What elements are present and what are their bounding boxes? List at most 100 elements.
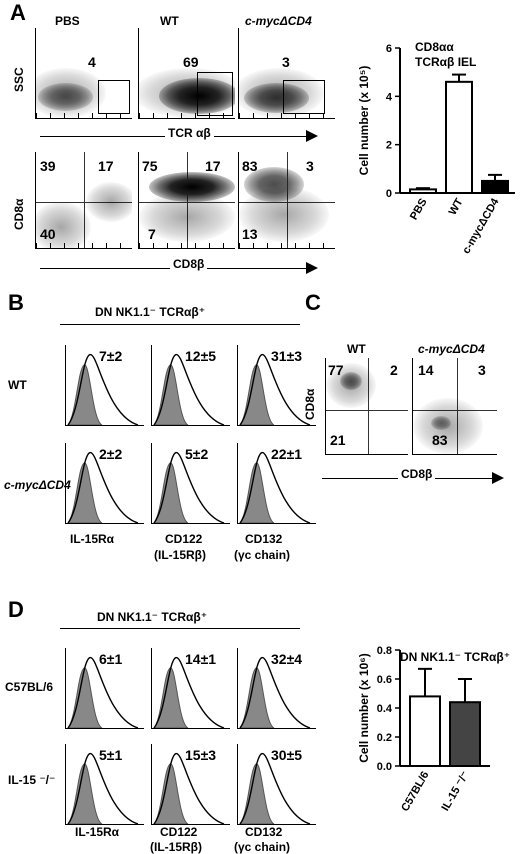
b-header: DN NK1.1⁻ TCRαβ⁺ <box>95 305 206 319</box>
a-col-pbs: PBS <box>55 14 80 28</box>
a-bar-title-1: CD8αα <box>415 40 454 54</box>
y-axis-label: Cell number (x 10⁶) <box>357 653 371 763</box>
a-bar-chart: 0 2 4 6 Cell number (x 10⁵) PBS WTc-mycΔCD4 <box>357 43 515 256</box>
c-plot-cmyc <box>412 358 497 455</box>
bar <box>409 695 441 767</box>
d-col-cd122-sub: (IL-15Rβ) <box>150 840 202 854</box>
c-arrowhead-icon <box>492 472 504 484</box>
b-histogram <box>65 345 144 426</box>
d-col-cd122: CD122 <box>160 825 198 839</box>
x-tick-label: c-mycΔCD4 <box>460 196 502 256</box>
c-q-wt-ur: 2 <box>390 362 398 378</box>
b-row-wt: WT <box>8 378 27 392</box>
d-histogram <box>65 744 144 825</box>
a-plot-pbs <box>35 28 132 119</box>
y-tick-label: 6 <box>386 43 392 55</box>
d-histogram <box>237 744 316 825</box>
y-axis-label: Cell number (x 10⁵) <box>357 66 371 176</box>
d-histogram-value: 6±1 <box>99 651 123 667</box>
a-gate-cmyc: 3 <box>282 54 290 70</box>
d-col-cd132-sub: (γc chain) <box>234 840 291 854</box>
y-tick-label: 0.6 <box>377 674 392 686</box>
y-tick-label: 0.4 <box>377 703 393 715</box>
a-gate-wt: 69 <box>183 54 199 70</box>
d-histogram-value: 32±4 <box>271 651 303 667</box>
b-col-cd132-sub: (γc chain) <box>234 548 291 562</box>
bar <box>445 80 473 194</box>
y-tick-label: 0.0 <box>377 761 392 773</box>
panel-c-letter: C <box>305 290 321 315</box>
a-ylabel-cd8a: CD8α <box>12 198 26 230</box>
c-q-wt-ul: 77 <box>328 362 344 378</box>
a-q-pbs-ul: 39 <box>40 158 56 174</box>
b-histogram-value: 7±2 <box>99 348 123 364</box>
a-q-pbs-ur: 17 <box>98 158 114 174</box>
c-xlabel: CD8β <box>398 467 436 481</box>
d-bar-title: DN NK1.1⁻ TCRαβ⁺ <box>400 650 511 664</box>
y-tick-label: 0.2 <box>377 732 392 744</box>
x-tick-label: C57BL/6 <box>399 770 431 814</box>
d-histogram <box>237 648 316 729</box>
a-col-wt: WT <box>160 14 179 28</box>
panel-d-letter: D <box>8 597 24 622</box>
d-histogram-value: 15±3 <box>185 747 217 763</box>
b-histogram <box>237 345 316 426</box>
a-q-cmyc-ur: 3 <box>306 158 314 174</box>
b-header-rule <box>60 324 300 325</box>
a-plot-pbs-cd8 <box>35 152 132 249</box>
a-q-cmyc-ul: 83 <box>242 158 258 174</box>
a-plot-wt <box>138 28 235 119</box>
y-tick-label: 4 <box>386 91 393 103</box>
c-q-cmyc-ll: 83 <box>432 432 448 448</box>
d-histogram <box>65 648 144 729</box>
y-tick-label: 2 <box>386 140 392 152</box>
b-histogram <box>151 345 230 426</box>
y-tick-label: 0.8 <box>377 645 392 657</box>
a-plot-cmyc <box>238 28 335 119</box>
panel-a-letter: A <box>10 0 26 25</box>
a-top-arrowhead-icon <box>306 130 318 142</box>
d-col-cd132: CD132 <box>245 825 283 839</box>
a-bar-title-2: TCRαβ IEL <box>415 55 477 69</box>
b-col-cd122: CD122 <box>165 532 203 546</box>
c-q-cmyc-ur: 3 <box>478 362 486 378</box>
b-histogram-value: 2±2 <box>99 446 123 462</box>
b-row-cmyc: c-mycΔCD4 <box>4 478 71 492</box>
d-header: DN NK1.1⁻ TCRαβ⁺ <box>97 610 208 624</box>
d-col-il15ra: IL-15Rα <box>75 825 120 839</box>
b-col-cd132: CD132 <box>245 532 283 546</box>
d-bar-chart: 0.0 0.2 0.4 0.6 0.8 Cell number (x 10⁶) C57BL/… <box>357 645 490 814</box>
a-q-wt-ur: 17 <box>205 158 221 174</box>
b-histogram-value: 22±1 <box>271 446 303 462</box>
bar <box>409 188 437 194</box>
c-col-cmyc: c-mycΔCD4 <box>418 342 485 356</box>
d-histogram <box>151 648 230 729</box>
bar <box>481 179 509 195</box>
c-plot-wt <box>325 358 408 455</box>
a-q-wt-ll: 7 <box>148 226 156 242</box>
d-histogram <box>151 744 230 825</box>
c-q-wt-ll: 21 <box>330 432 346 448</box>
y-tick-label: 0 <box>386 188 392 200</box>
a-plot-cmyc-cd8 <box>238 152 335 249</box>
c-ylabel: CD8α <box>303 388 317 420</box>
a-q-cmyc-ll: 13 <box>242 226 258 242</box>
a-q-wt-ul: 75 <box>142 158 158 174</box>
d-histogram-value: 30±5 <box>271 747 303 763</box>
a-ylabel-ssc: SSC <box>12 67 26 92</box>
bar <box>449 701 481 767</box>
d-header-rule <box>60 628 300 629</box>
a-gate-pbs: 4 <box>88 54 96 70</box>
a-plot-wt-cd8 <box>138 152 235 249</box>
d-histogram-value: 14±1 <box>185 651 217 667</box>
b-histogram <box>65 443 144 524</box>
b-col-il15ra: IL-15Rα <box>70 532 115 546</box>
b-histogram-value: 31±3 <box>271 348 303 364</box>
panel-b-letter: B <box>8 290 24 315</box>
a-bottom-arrowhead-icon <box>306 262 318 274</box>
c-col-wt: WT <box>347 342 366 356</box>
x-tick-label: WT <box>447 196 466 217</box>
a-xlabel-tcr: TCR αβ <box>165 126 214 140</box>
d-histogram-value: 5±1 <box>99 747 123 763</box>
a-col-cmyc: c-mycΔCD4 <box>245 14 312 28</box>
